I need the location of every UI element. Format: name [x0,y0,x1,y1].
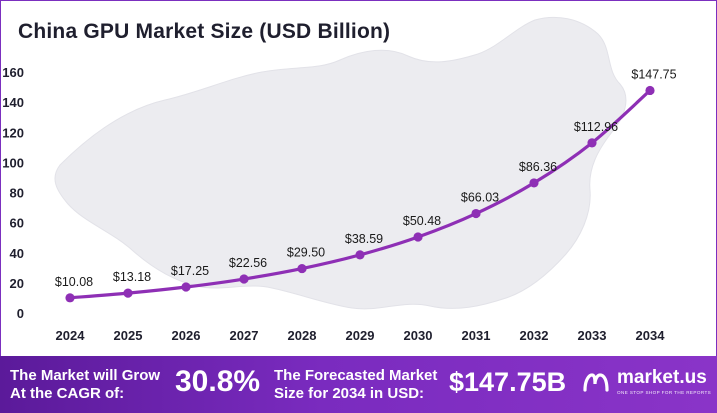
y-tick-label: 20 [10,276,24,291]
x-tick-label: 2028 [288,328,317,343]
x-tick-label: 2024 [56,328,86,343]
data-label: $29.50 [287,246,325,260]
cagr-label-line1: The Market will Grow [10,367,161,384]
x-tick-label: 2033 [578,328,607,343]
y-tick-label: 40 [10,246,24,261]
data-point [181,282,191,292]
data-point [529,178,539,188]
data-label: $38.59 [345,232,383,246]
data-point [355,250,365,260]
market-us-logo-icon [583,373,609,392]
data-label: $50.48 [403,214,441,228]
data-point [297,263,307,274]
data-point [587,138,597,148]
data-label: $66.03 [461,191,499,205]
x-axis: 2024 2025 2026 2027 2028 2029 2030 2031 2032 2033… [56,328,666,343]
forecast-label-line1: The Forecasted Market [274,367,438,384]
data-point [413,232,423,242]
y-tick-label: 120 [2,125,24,140]
forecast-label-line2: Size for 2034 in USD: [274,385,425,402]
x-tick-label: 2034 [636,328,666,343]
brand-tagline: ONE STOP SHOP FOR THE REPORTS [617,390,712,395]
x-tick-label: 2031 [462,328,491,343]
y-tick-label: 140 [2,95,24,110]
y-tick-label: 0 [17,306,24,321]
data-label: $17.25 [171,264,209,278]
cagr-label: The Market will Grow At the CAGR of: [10,367,160,403]
cagr-value: 30.8% [175,365,261,398]
data-point [645,85,655,96]
y-tick-label: 160 [2,65,24,80]
china-map-silhouette [54,16,627,310]
data-label: $22.56 [229,256,267,270]
y-tick-label: 100 [2,155,24,170]
x-tick-label: 2027 [230,328,259,343]
data-point [123,288,133,298]
data-labels: $10.08 $13.18 $17.25 $22.56 $29.50 $38.59 $50.… [55,67,677,288]
map-shape [54,16,627,310]
x-tick-label: 2030 [404,328,433,343]
data-point [471,208,481,219]
data-label: $147.75 [631,67,676,81]
brand-name: market.us [617,367,707,388]
forecast-label: The Forecasted Market Size for 2034 in U… [274,367,437,403]
chart-title: China GPU Market Size (USD Billion) [18,20,391,43]
data-point [65,293,75,303]
y-tick-label: 60 [10,216,24,231]
summary-banner: The Market will Grow At the CAGR of: 30.… [0,356,717,413]
data-label: $10.08 [55,275,93,289]
data-point [239,274,249,284]
x-tick-label: 2032 [520,328,549,343]
y-tick-label: 80 [10,186,24,201]
x-tick-label: 2025 [114,328,143,343]
forecast-value: $147.75B [449,367,567,397]
data-label: $86.36 [519,160,557,174]
data-label: $13.18 [113,270,151,284]
data-points [65,85,655,303]
y-axis: 0 20 40 60 80 100 120 140 160 [2,65,24,321]
data-label: $112.96 [574,120,618,134]
x-tick-label: 2029 [346,328,375,343]
x-tick-label: 2026 [172,328,201,343]
cagr-label-line2: At the CAGR of: [10,385,125,402]
